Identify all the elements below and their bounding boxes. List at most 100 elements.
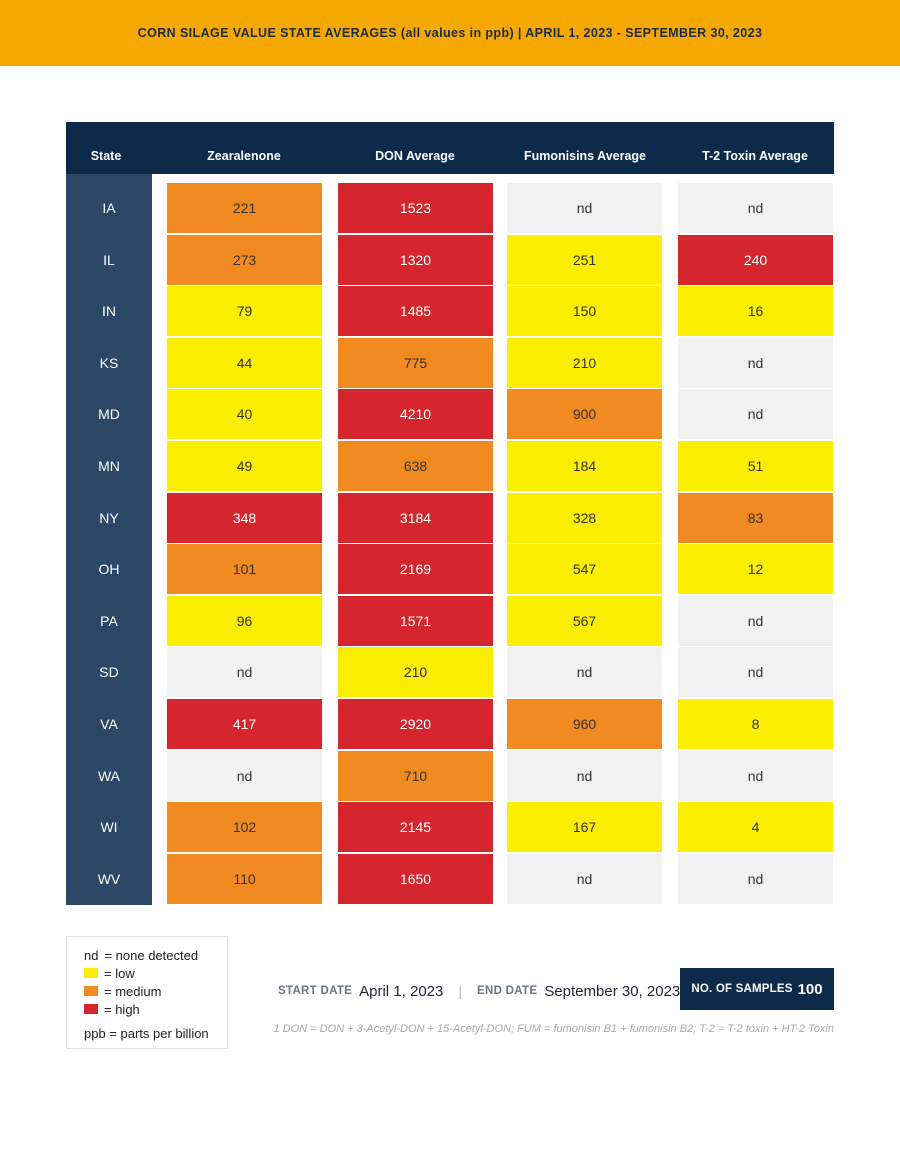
value-cell: 2920 — [338, 699, 493, 749]
legend-swatch-high — [84, 1004, 98, 1014]
state-label: IA — [102, 200, 116, 216]
state-label: SD — [99, 664, 119, 681]
value-cell: nd — [678, 595, 833, 646]
value-cell: 1571 — [338, 595, 493, 646]
state-label: WI — [100, 819, 118, 836]
end-date-value: September 30, 2023 — [544, 982, 681, 1000]
state-column: IA IL IN KS MD MN NY OH PA SD VA WA WI WV — [66, 174, 152, 905]
state-label: PA — [100, 612, 118, 629]
value-cell: nd — [678, 750, 833, 801]
state-label: MD — [98, 406, 120, 423]
table-header: State Zearalenone DON Average Fumonisins Av… — [66, 122, 834, 174]
value-cell: nd — [678, 853, 833, 904]
value-cell: 328 — [507, 492, 662, 543]
state-label: WA — [97, 767, 121, 784]
value-cell: 8 — [678, 699, 833, 749]
legend-row-low: = low — [84, 964, 227, 982]
start-date-label: START DATE — [278, 985, 353, 997]
value-cell: 2145 — [338, 802, 493, 853]
header-zearalenone: Zearalenone — [207, 149, 281, 163]
header-fumonisins-average: Fumonisins Average — [523, 149, 647, 163]
value-cell: 273 — [167, 234, 322, 285]
title-banner: CORN SILAGE VALUE STATE AVERAGES (all va… — [0, 0, 900, 66]
value-cell: 210 — [507, 337, 662, 388]
value-cell: 2169 — [338, 544, 493, 595]
value-cell: 547 — [507, 544, 662, 595]
state-label: NY — [99, 509, 119, 526]
state-label: MN — [98, 458, 120, 474]
value-cell: 12 — [678, 544, 833, 595]
end-date-label: END DATE — [477, 985, 538, 997]
date-range: START DATE April 1, 2023 | END DATE Sept… — [278, 980, 680, 1002]
legend-row-nd: nd = none detected — [84, 946, 227, 964]
value-cell: 16 — [678, 286, 833, 337]
value-cell: 240 — [678, 234, 833, 285]
state-label: IL — [103, 251, 115, 268]
value-cell: 150 — [507, 286, 662, 337]
value-cell: nd — [167, 647, 322, 698]
header-state: State — [90, 149, 122, 163]
value-cell: nd — [167, 750, 322, 801]
legend-swatch-medium — [84, 986, 98, 996]
start-date-value: April 1, 2023 — [359, 982, 444, 1000]
value-cell: 638 — [338, 441, 493, 491]
value-cell: 167 — [507, 802, 662, 853]
value-cell: 900 — [507, 389, 662, 440]
samples-label: NO. OF SAMPLES — [691, 983, 793, 995]
value-cell: nd — [678, 183, 833, 233]
value-cell: 83 — [678, 492, 833, 543]
value-cell: 4 — [678, 802, 833, 853]
legend-nd-text: = none detected — [104, 947, 199, 963]
value-cell: 44 — [167, 337, 322, 388]
state-label: IN — [102, 303, 116, 320]
page-title: CORN SILAGE VALUE STATE AVERAGES (all va… — [137, 26, 763, 40]
samples-value: 100 — [797, 980, 823, 998]
value-cell: 1650 — [338, 853, 493, 904]
header-t2-toxin-average: T-2 Toxin Average — [702, 149, 808, 163]
value-cell: nd — [507, 853, 662, 904]
legend-swatch-low — [84, 968, 98, 978]
value-cell: nd — [507, 647, 662, 698]
value-cell: nd — [507, 750, 662, 801]
value-cell: 3184 — [338, 492, 493, 543]
value-cell: 79 — [167, 286, 322, 337]
value-cell: 51 — [678, 441, 833, 491]
samples-badge: NO. OF SAMPLES 100 — [680, 968, 834, 1010]
value-cell: 184 — [507, 441, 662, 491]
state-label: OH — [98, 561, 120, 578]
value-cell: 348 — [167, 492, 322, 543]
state-label: VA — [100, 716, 118, 732]
value-cell: 221 — [167, 183, 322, 233]
value-cell: 210 — [338, 647, 493, 698]
legend-nd-key: nd — [84, 947, 99, 963]
value-cell: 417 — [167, 699, 322, 749]
value-cell: 40 — [167, 389, 322, 440]
legend-row-high: = high — [84, 1000, 227, 1018]
value-cell: nd — [678, 337, 833, 388]
value-cell: 101 — [167, 544, 322, 595]
value-cell: 710 — [338, 750, 493, 801]
value-cell: 567 — [507, 595, 662, 646]
value-cell: 251 — [507, 234, 662, 285]
value-cell: 1320 — [338, 234, 493, 285]
value-cell: 4210 — [338, 389, 493, 440]
value-cell: 1523 — [338, 183, 493, 233]
value-cell: 960 — [507, 699, 662, 749]
value-cell: 49 — [167, 441, 322, 491]
legend-low-text: = low — [104, 965, 135, 981]
footnote: 1 DON = DON + 3-Acetyl-DON + 15-Acetyl-D… — [273, 1023, 835, 1035]
legend: nd = none detected = low = medium = high… — [66, 936, 228, 1049]
value-cell: nd — [507, 183, 662, 233]
value-cell: 1485 — [338, 286, 493, 337]
legend-high-text: = high — [104, 1001, 140, 1017]
legend-medium-text: = medium — [104, 983, 162, 999]
header-don-average: DON Average — [375, 149, 455, 163]
value-cell: 775 — [338, 337, 493, 388]
value-cell: nd — [678, 647, 833, 698]
date-separator: | — [458, 983, 462, 999]
value-cell: nd — [678, 389, 833, 440]
legend-ppb: ppb = parts per billion — [84, 1025, 209, 1041]
state-label: WV — [97, 870, 121, 887]
legend-row-medium: = medium — [84, 982, 227, 1000]
value-cell: 102 — [167, 802, 322, 853]
